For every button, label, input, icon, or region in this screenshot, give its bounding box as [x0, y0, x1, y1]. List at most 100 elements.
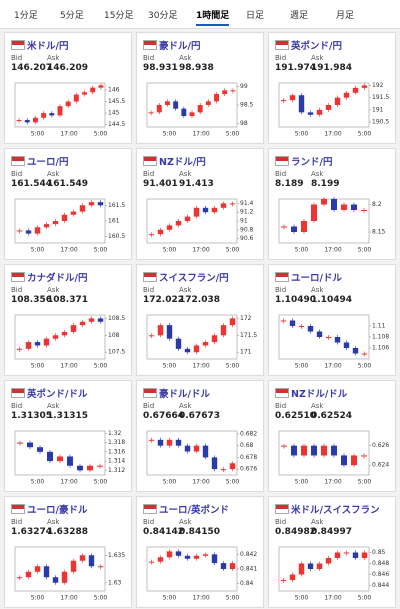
pair-name: ユーロ/円: [27, 157, 69, 168]
rate-card[interactable]: 米ドル/スイスフラン Bid Ask 0.84982 0.84997 0.85 0.848 0…: [268, 496, 396, 608]
rate-card[interactable]: 豪ドル/ドル Bid Ask 0.67664 0.67673 0.682 0.68 0.678…: [136, 380, 264, 492]
candle: [47, 451, 53, 462]
ask-value: 146.209: [47, 63, 88, 73]
ask-label: Ask: [179, 286, 192, 294]
ask-value: 0.84150: [179, 527, 220, 537]
ask-value: 91.413: [179, 179, 214, 189]
ask-value: 1.10494: [311, 295, 352, 305]
y-tick-label: 171: [240, 349, 252, 356]
tab[interactable]: 日足: [246, 11, 265, 21]
candle: [24, 120, 30, 123]
y-tick-label: 0.85: [372, 549, 386, 556]
tab[interactable]: 1時間足: [196, 8, 230, 26]
y-tick-label: 108.5: [108, 315, 125, 322]
rate-card[interactable]: 豪ドル/円 Bid Ask 98.931 98.938 99 98.5 98 5:00 17:00…: [136, 32, 264, 144]
candle: [73, 94, 79, 102]
plot-frame: [146, 430, 238, 476]
rate-card[interactable]: ユーロ/円 Bid Ask 161.544 161.549 161.5 161 160.5 5:…: [4, 148, 132, 260]
rate-card[interactable]: スイスフラン/円 Bid Ask 172.022 172.038 172 171.5 171 5…: [136, 264, 264, 376]
candle: [49, 113, 55, 116]
candle: [57, 106, 63, 116]
bid-value: 1.31305: [11, 411, 52, 421]
flag: [11, 504, 25, 514]
ask-value: 98.938: [179, 63, 214, 73]
bid-value: 161.544: [11, 179, 52, 189]
tab[interactable]: 1分足: [14, 11, 38, 21]
rate-card[interactable]: 米ドル/円 Bid Ask 146.207 146.209 146 145.5 145 144.…: [4, 32, 132, 144]
candle: [280, 100, 287, 102]
bid-value: 0.62510: [275, 411, 316, 421]
rate-card[interactable]: NZドル/円 Bid Ask 91.401 91.413 91.4 91.2 91 90.8 90…: [136, 148, 264, 260]
candle: [289, 574, 296, 580]
pair-name: NZドル/ドル: [291, 389, 348, 400]
candle: [351, 204, 357, 210]
y-tick-label: 0.624: [372, 462, 389, 469]
y-tick-label: 0.676: [240, 466, 257, 473]
rate-card[interactable]: ランド/円 Bid Ask 8.189 8.199 8.2 8.15 5:00 17:00 5:0…: [268, 148, 396, 260]
candle: [16, 230, 23, 232]
pair-name: スイスフラン/円: [159, 273, 229, 284]
candle: [291, 445, 297, 456]
y-tick-label: 91: [240, 218, 248, 225]
candle: [25, 230, 32, 234]
candle: [82, 92, 87, 95]
candle: [281, 226, 287, 228]
y-tick-label: 192: [372, 82, 384, 89]
mini-chart: 0.626 0.624 5:00 17:00 5:00: [278, 430, 389, 486]
bid-label: Bid: [143, 54, 155, 62]
tab[interactable]: 月足: [336, 11, 355, 21]
ask-label: Ask: [47, 54, 60, 62]
x-tick-label: 5:00: [226, 363, 240, 370]
ask-label: Ask: [311, 518, 324, 526]
tab[interactable]: 5分足: [60, 11, 84, 21]
candle: [175, 439, 182, 446]
y-tick-label: 1.63: [108, 579, 122, 586]
candle: [57, 456, 63, 462]
candle: [34, 227, 41, 234]
rate-card[interactable]: ユーロ/豪ドル Bid Ask 1.63274 1.63288 1.635 1.63 5:00…: [4, 496, 132, 608]
rate-card[interactable]: ユーロ/ドル Bid Ask 1.10490 1.10494 1.11 1.108 1.106…: [268, 264, 396, 376]
x-tick-label: 5:00: [163, 247, 177, 254]
tab[interactable]: 週足: [290, 11, 309, 21]
y-tick-label: 8.2: [372, 201, 382, 208]
rate-card[interactable]: 英ポンド/円 Bid Ask 191.974 191.984 192 191.5 191 190…: [268, 32, 396, 144]
y-tick-label: 90.6: [240, 235, 254, 242]
x-tick-label: 5:00: [295, 595, 309, 602]
candle: [87, 465, 93, 471]
candle: [16, 577, 23, 579]
candle: [341, 204, 347, 210]
bid-value: 91.401: [143, 179, 178, 189]
x-tick-label: 5:00: [31, 131, 45, 138]
tab[interactable]: 15分足: [104, 11, 134, 21]
candle: [173, 101, 179, 109]
x-tick-label: 5:00: [31, 479, 45, 486]
y-tick-label: 1.108: [372, 334, 389, 341]
candle: [352, 87, 359, 93]
rate-card[interactable]: 英ポンド/ドル Bid Ask 1.31305 1.31315 1.32 1.318 1.31…: [4, 380, 132, 492]
candle: [289, 320, 296, 326]
flag: [275, 272, 289, 282]
candle: [301, 445, 307, 456]
bid-value: 8.189: [275, 179, 304, 189]
tab[interactable]: 30分足: [148, 11, 178, 21]
bid-label: Bid: [275, 402, 287, 410]
candle: [52, 221, 59, 225]
candle: [316, 563, 323, 569]
y-tick-label: 99: [240, 83, 248, 90]
candle: [202, 342, 209, 346]
candle: [361, 552, 368, 558]
ask-label: Ask: [311, 286, 324, 294]
pair-name: ユーロ/英ポンド: [159, 505, 229, 516]
candle: [325, 105, 332, 110]
candle: [325, 337, 332, 338]
rate-card[interactable]: カナダドル/円 Bid Ask 108.356 108.371 108.5 108 107.5…: [4, 264, 132, 376]
rate-card[interactable]: ユーロ/英ポンド Bid Ask 0.84142 0.84150 0.842 0.841 0.…: [136, 496, 264, 608]
rate-card[interactable]: NZドル/ドル Bid Ask 0.62510 0.62524 0.626 0.624 5:0…: [268, 380, 396, 492]
plot-frame: [14, 314, 106, 360]
y-tick-label: 1.312: [108, 467, 125, 474]
flag: [143, 272, 157, 282]
candle: [43, 338, 50, 346]
y-tick-label: 1.32: [108, 430, 122, 437]
